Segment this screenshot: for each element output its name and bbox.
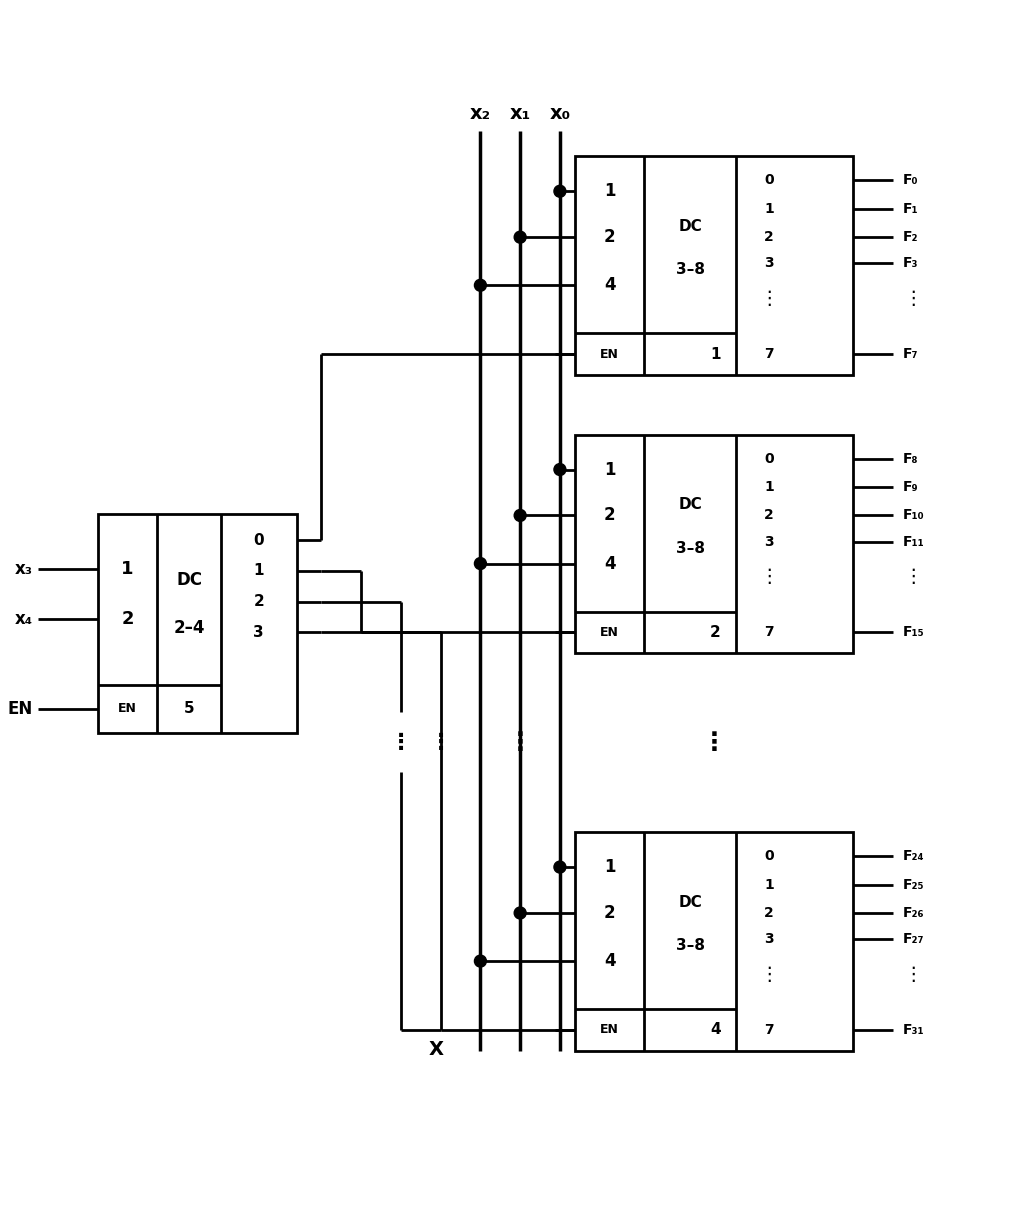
Circle shape	[514, 232, 526, 243]
Circle shape	[474, 558, 487, 570]
Bar	[575, 832, 853, 1051]
Circle shape	[474, 279, 487, 291]
Text: 2: 2	[710, 625, 720, 640]
Text: 5: 5	[184, 701, 194, 716]
Text: 1: 1	[604, 461, 615, 478]
Text: 4: 4	[604, 276, 615, 295]
Text: 7: 7	[765, 1024, 774, 1037]
Text: F₈: F₈	[902, 451, 918, 466]
Circle shape	[554, 861, 566, 873]
Text: ⋮: ⋮	[759, 288, 779, 308]
Text: F₁₁: F₁₁	[902, 535, 924, 549]
Text: F₂₄: F₂₄	[902, 850, 924, 863]
Text: 4: 4	[604, 952, 615, 970]
Text: F₂₇: F₂₇	[902, 932, 924, 946]
Bar	[98, 514, 296, 733]
Text: 2: 2	[253, 594, 264, 610]
Bar	[575, 435, 853, 653]
Text: F₂₆: F₂₆	[902, 906, 924, 920]
Text: ⋮: ⋮	[702, 730, 726, 754]
Text: 1: 1	[604, 182, 615, 200]
Text: 1: 1	[604, 858, 615, 876]
Text: 2: 2	[765, 906, 774, 920]
Text: 3–8: 3–8	[676, 938, 705, 954]
Text: 2: 2	[121, 610, 134, 628]
Text: EN: EN	[600, 1024, 619, 1037]
Text: F₃₁: F₃₁	[902, 1024, 924, 1037]
Text: x₂: x₂	[470, 105, 491, 123]
Text: DC: DC	[678, 218, 702, 234]
Text: X: X	[428, 1040, 443, 1059]
Text: x₄: x₄	[15, 610, 33, 628]
Text: ⋮: ⋮	[759, 567, 779, 587]
Circle shape	[514, 509, 526, 521]
Text: 1: 1	[765, 877, 774, 892]
Circle shape	[514, 906, 526, 919]
Text: EN: EN	[118, 702, 137, 716]
Text: ⋮: ⋮	[902, 964, 922, 984]
Text: 0: 0	[765, 174, 774, 187]
Circle shape	[554, 186, 566, 197]
Circle shape	[554, 463, 566, 476]
Text: DC: DC	[176, 571, 203, 589]
Text: F₂: F₂	[902, 231, 918, 244]
Text: 2: 2	[765, 231, 774, 244]
Bar	[575, 156, 853, 375]
Text: 1: 1	[121, 560, 134, 578]
Text: F₃: F₃	[902, 256, 918, 270]
Text: F₁: F₁	[902, 202, 919, 216]
Text: 3–8: 3–8	[676, 541, 705, 555]
Text: 3: 3	[765, 932, 774, 946]
Text: 1: 1	[765, 202, 774, 216]
Text: 1: 1	[710, 346, 720, 362]
Text: F₁₀: F₁₀	[902, 508, 924, 523]
Text: 4: 4	[710, 1022, 720, 1038]
Circle shape	[474, 955, 487, 967]
Text: ⋮: ⋮	[429, 733, 452, 753]
Text: 3: 3	[765, 256, 774, 270]
Text: F₇: F₇	[902, 348, 919, 361]
Text: DC: DC	[678, 894, 702, 910]
Text: x₁: x₁	[509, 105, 531, 123]
Text: F₀: F₀	[902, 174, 918, 187]
Text: 3: 3	[253, 625, 264, 640]
Text: F₁₅: F₁₅	[902, 625, 924, 640]
Text: 1: 1	[253, 564, 264, 578]
Text: 3–8: 3–8	[676, 262, 705, 278]
Text: ⋮: ⋮	[507, 730, 533, 754]
Text: ⋮: ⋮	[759, 964, 779, 984]
Text: 7: 7	[765, 625, 774, 640]
Text: x₀: x₀	[549, 105, 570, 123]
Text: 2: 2	[604, 904, 615, 922]
Text: ⋮: ⋮	[902, 567, 922, 587]
Text: EN: EN	[600, 348, 619, 361]
Text: ⋮: ⋮	[390, 733, 412, 753]
Text: EN: EN	[8, 700, 33, 718]
Text: 3: 3	[765, 535, 774, 549]
Text: 2: 2	[604, 507, 615, 525]
Text: DC: DC	[678, 497, 702, 512]
Text: F₉: F₉	[902, 480, 919, 494]
Text: 4: 4	[604, 554, 615, 572]
Text: 2–4: 2–4	[174, 619, 205, 637]
Text: 0: 0	[253, 532, 264, 548]
Text: x₃: x₃	[15, 560, 33, 578]
Text: 0: 0	[765, 850, 774, 863]
Text: 1: 1	[765, 480, 774, 494]
Text: 2: 2	[604, 228, 615, 246]
Text: 7: 7	[765, 348, 774, 361]
Text: 0: 0	[765, 451, 774, 466]
Text: ⋮: ⋮	[902, 288, 922, 308]
Text: 2: 2	[765, 508, 774, 523]
Text: F₂₅: F₂₅	[902, 877, 924, 892]
Text: EN: EN	[600, 626, 619, 639]
